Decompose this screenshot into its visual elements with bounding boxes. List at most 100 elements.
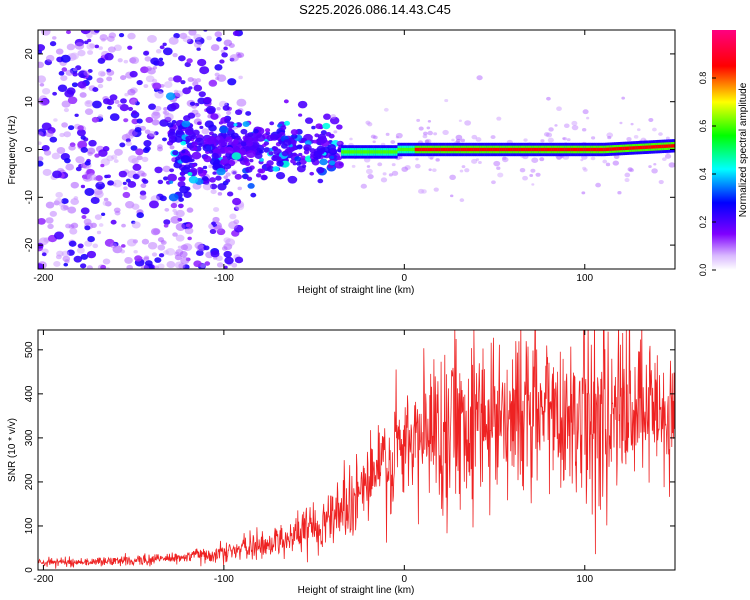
x-tick-label: -200 [33, 273, 53, 284]
spectrogram-band-core [423, 147, 426, 152]
spectrogram-cell [110, 219, 117, 225]
spectrogram-cell [133, 250, 138, 254]
spectrogram-cell [106, 99, 115, 106]
spectrogram-cell [129, 56, 140, 65]
spectrogram-cell [134, 255, 143, 262]
spectrogram-band-core [668, 144, 671, 148]
spectrogram-cell [240, 128, 248, 135]
spectrogram-cell [231, 262, 238, 268]
spectrogram-cell [77, 49, 86, 57]
spectrogram-band-core [607, 147, 610, 151]
spectrogram-cell [496, 166, 501, 170]
figure-title: S225.2026.086.14.43.C45 [299, 2, 451, 17]
spectrogram-band-core [512, 147, 515, 152]
spectrogram-cell [67, 96, 78, 105]
spectrogram-cell [228, 221, 238, 229]
spectrogram-cell [94, 214, 102, 221]
spectrogram-cell [73, 196, 79, 200]
spectrogram-cell [231, 152, 242, 160]
spectrogram-cell [121, 223, 126, 228]
spectrogram-cell [581, 191, 586, 195]
spectrogram-cell [272, 154, 277, 159]
spectrogram-cell [98, 223, 104, 227]
colorbar-scale [712, 30, 736, 270]
spectrogram-cell [148, 103, 157, 110]
x-tick-label: -100 [214, 574, 234, 585]
spectrogram-cell [216, 37, 222, 42]
spectrogram-band-core [661, 144, 665, 149]
spectrogram-band-core [377, 150, 381, 154]
spectrogram-cell [216, 74, 227, 82]
spectrogram-cell [219, 59, 225, 64]
spectrogram-cell [290, 129, 299, 136]
spectrogram-cell [38, 75, 47, 84]
spectrogram-band-core [533, 147, 537, 152]
spectrogram-band-core [505, 147, 509, 152]
spectrogram-cell [172, 52, 178, 58]
spectrogram-cell [370, 134, 376, 139]
spectrogram-cell [209, 157, 220, 166]
spectrogram-cell [475, 158, 480, 161]
spectrogram-cell [648, 117, 654, 122]
spectrogram-cell [226, 121, 236, 129]
spectrogram-cell [77, 243, 84, 249]
spectrogram-cell [223, 250, 232, 258]
spectrogram-y-ticks: -20 -10 0 10 20 [24, 48, 675, 252]
spectrogram-cell [582, 109, 589, 115]
spectrogram-cell [181, 120, 191, 128]
spectrogram-cell [84, 160, 91, 166]
spectrogram-cell [349, 137, 353, 141]
spectrogram-cell [72, 67, 78, 72]
spectrogram-cell [106, 35, 115, 42]
spectrogram-cell [80, 253, 89, 260]
spectrogram-cell [247, 132, 254, 137]
spectrogram-cell [154, 105, 162, 112]
spectrogram-cell [633, 135, 639, 139]
spectrogram-band-core [540, 147, 543, 152]
spectrogram-cell [418, 126, 424, 131]
spectrogram-cell [423, 131, 428, 136]
spectrogram-cell [177, 125, 184, 130]
spectrogram-cell [177, 245, 182, 249]
spectrogram-cell [451, 138, 455, 142]
spectrogram-cell [168, 77, 174, 82]
spectrogram-cell [192, 129, 200, 136]
spectrogram-cell [264, 128, 271, 133]
spectrogram-band-core [447, 147, 450, 152]
spectrogram-cell [259, 157, 264, 162]
spectrogram-cell [213, 207, 220, 212]
spectrogram-band-core [434, 147, 437, 152]
spectrogram-cell [196, 249, 204, 257]
spectrogram-cell [461, 165, 466, 169]
spectrogram-cell [433, 187, 439, 192]
spectrogram-cell [216, 106, 221, 111]
spectrogram-band-core [588, 147, 591, 152]
spectrogram-cell [57, 84, 68, 92]
spectrogram-cell [143, 50, 150, 56]
spectrogram-cell [38, 160, 44, 167]
spectrogram-cell [94, 153, 100, 158]
spectrogram-cell [164, 81, 173, 88]
spectrogram-cell [266, 160, 274, 167]
spectrogram-band-core [670, 144, 673, 148]
spectrogram-cell [315, 123, 323, 130]
spectrogram-cell [233, 123, 238, 127]
spectrogram-cell [455, 134, 463, 141]
spectrogram-cell [182, 243, 193, 252]
spectrogram-cell [143, 84, 149, 89]
spectrogram-band-core [531, 147, 535, 152]
spectrogram-cell [86, 250, 97, 259]
spectrogram-cell [442, 129, 449, 135]
spectrogram-cell [139, 190, 147, 196]
spectrogram-cell [154, 91, 164, 99]
spectrogram-cell [70, 222, 79, 229]
spectrogram-band-core [440, 147, 444, 152]
spectrogram-cell [617, 191, 622, 195]
spectrogram-cell [193, 41, 202, 48]
spectrogram-band-core [631, 146, 634, 150]
spectrogram-cell [97, 83, 104, 89]
spectrogram-cell [605, 162, 611, 167]
spectrogram-cell [69, 228, 78, 235]
spectrogram-cell [196, 47, 201, 51]
spectrogram-cell [224, 118, 231, 123]
